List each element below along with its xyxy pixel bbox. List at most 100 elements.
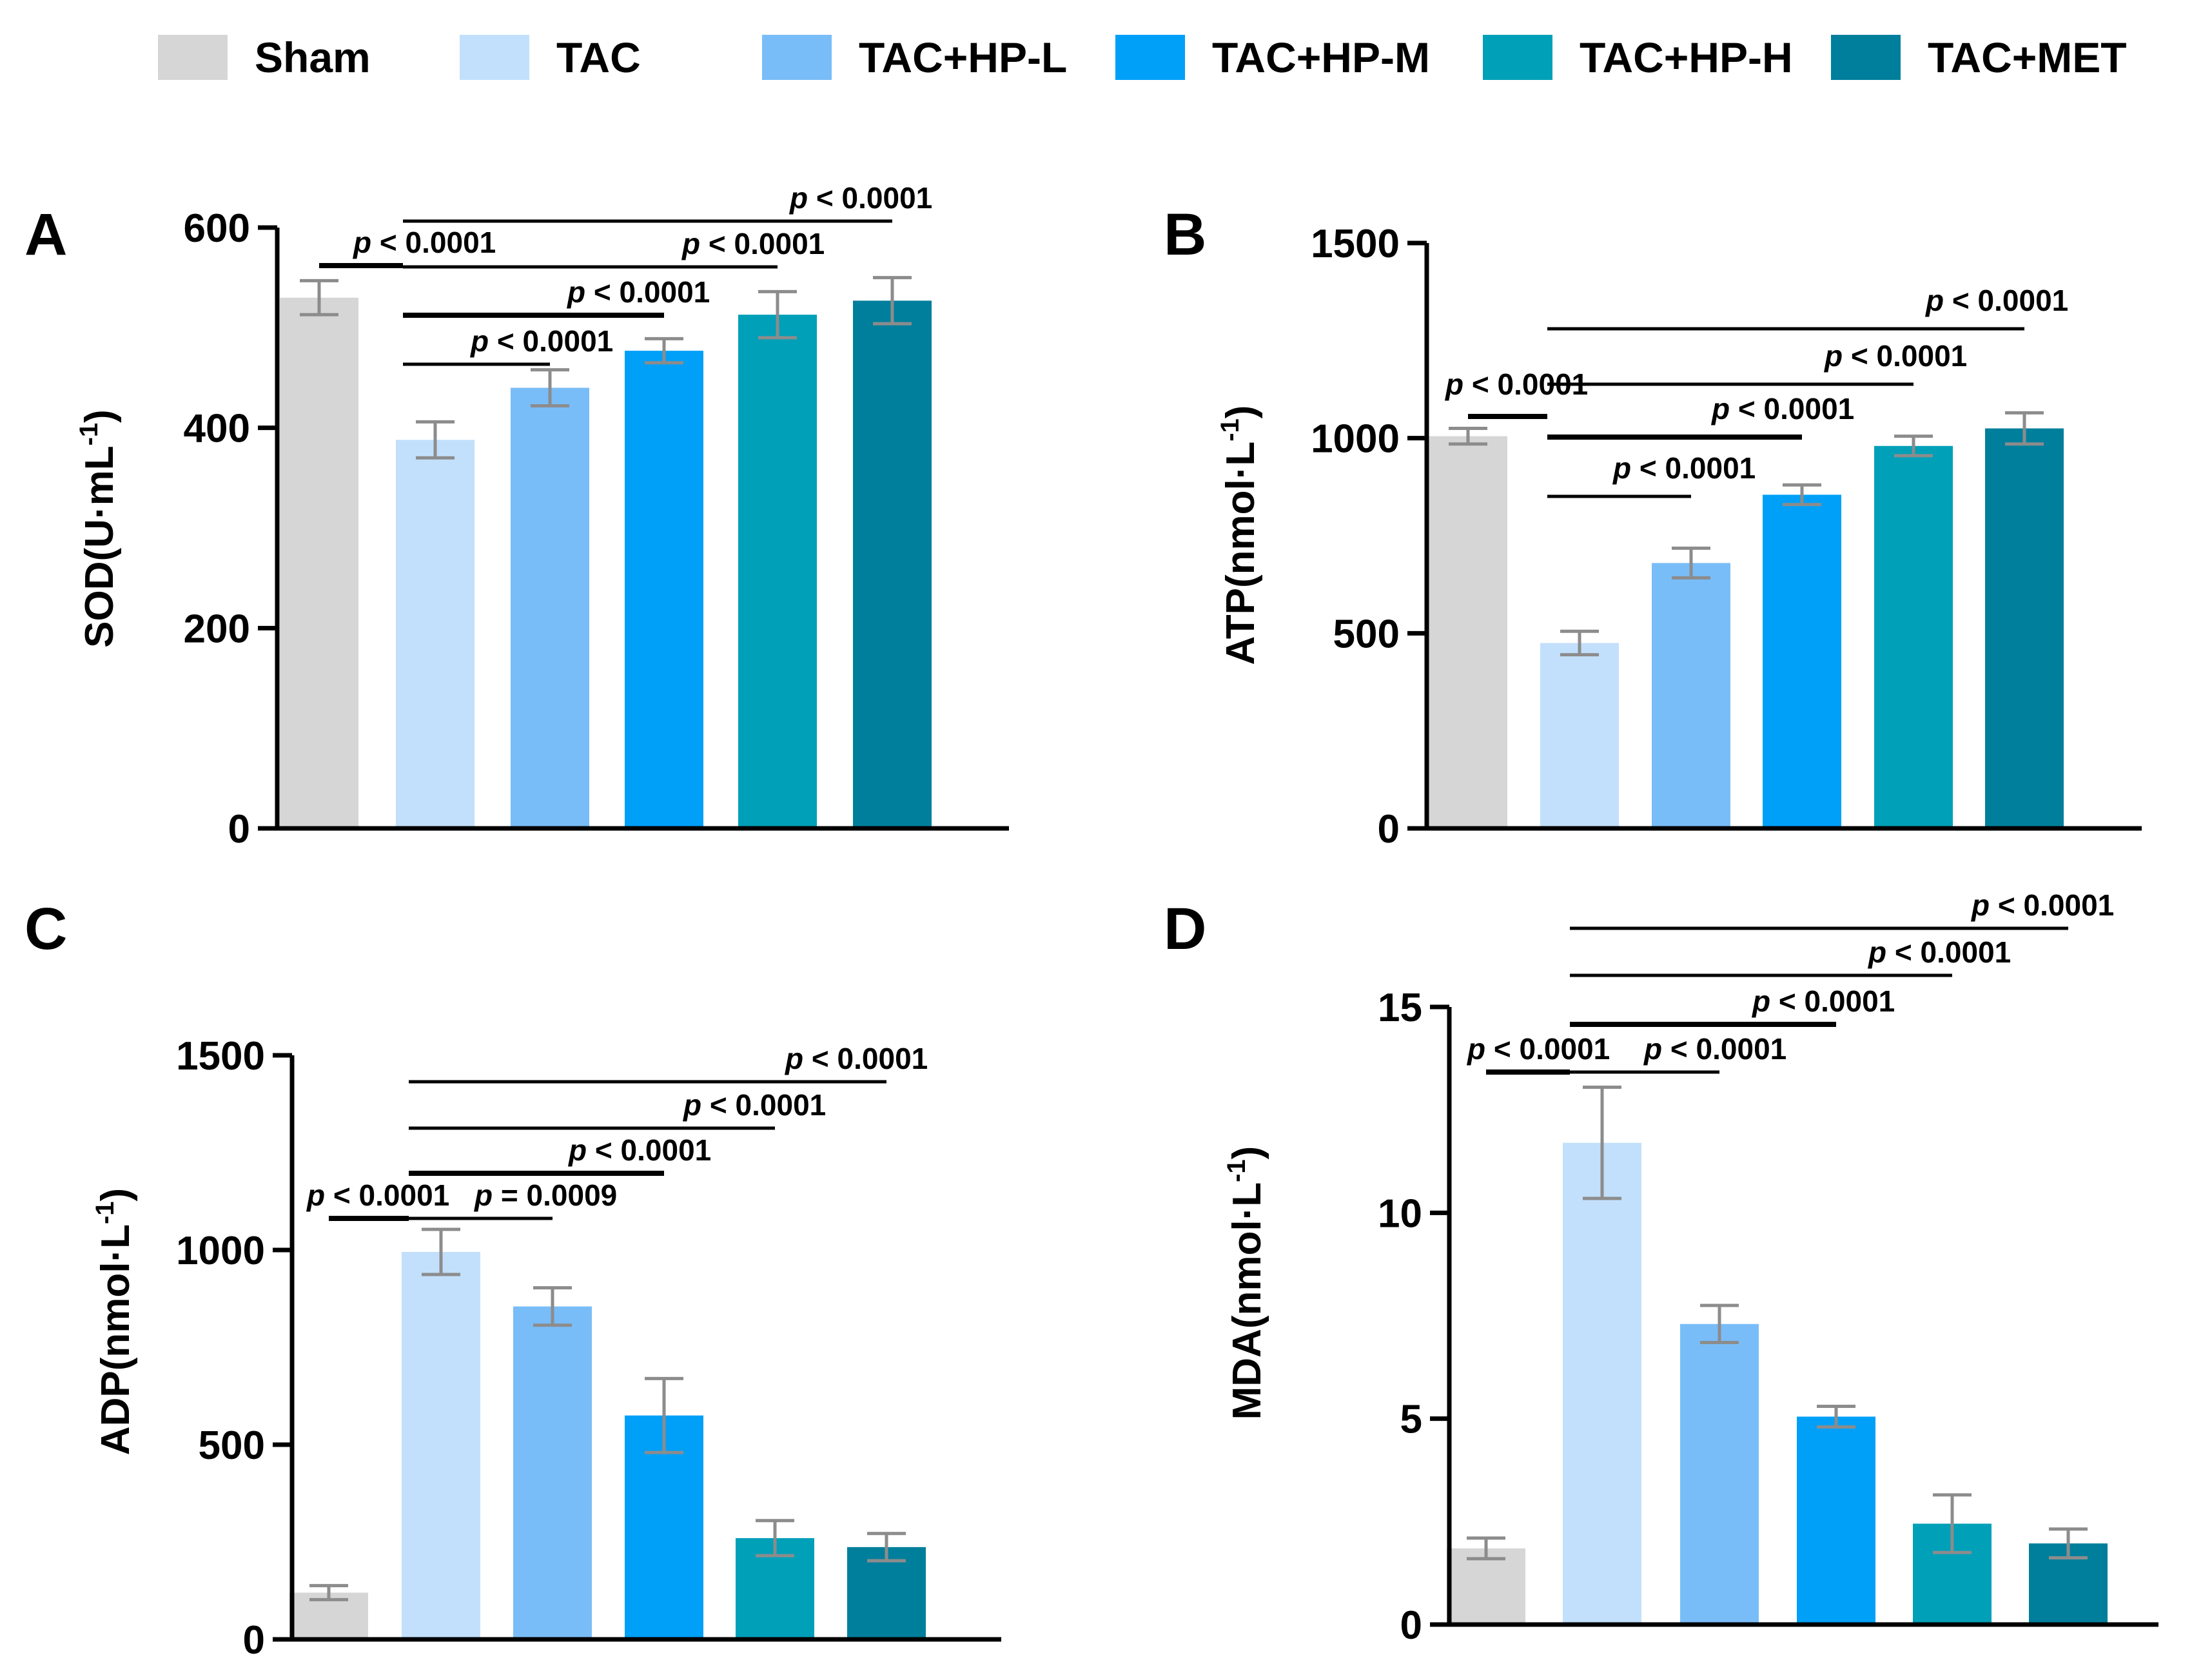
sig-p: p [1823,339,1843,373]
legend-label-0: Sham [255,34,371,81]
sig-value: < 0.0001 [803,1042,928,1075]
bar-1 [1540,643,1619,828]
sig-label-0: p < 0.0001 [1466,1032,1610,1066]
sig-value: < 0.0001 [489,324,613,358]
legend-label-2: TAC+HP-L [859,34,1067,81]
bar-1 [1563,1142,1641,1625]
sig-p: p [1924,284,1944,317]
bar-3 [625,351,703,828]
sig-value: < 0.0001 [371,226,496,259]
sig-p: p [473,1178,493,1212]
bar-3 [1763,494,1841,828]
legend-swatch-1 [460,35,529,80]
y-tick-label-3: 1500 [176,1034,265,1079]
y-tick-label-3: 15 [1378,986,1422,1030]
y-tick-label-0: 0 [1378,807,1400,852]
sig-p: p [681,227,700,260]
sig-label-2: p < 0.0001 [1751,984,1895,1018]
panel-letter: A [24,202,67,268]
sig-value: < 0.0001 [808,181,932,215]
y-axis-label-close: ) [1225,1146,1269,1160]
sig-label-3: p < 0.0001 [1823,339,1967,373]
bar-0 [1429,436,1507,828]
y-axis-label: ADP(nmol·L-1) [91,1188,138,1455]
bar-4 [738,315,817,828]
sig-label-2: p < 0.0001 [1710,392,1854,425]
sig-p: p [682,1088,701,1122]
y-axis-label-main: MDA(nmol·L [1225,1182,1269,1420]
sig-label-0: p < 0.0001 [306,1178,449,1212]
y-axis-label: SOD(U·mL-1) [75,409,122,648]
y-tick-label-0: 0 [243,1618,265,1660]
bar-3 [1797,1416,1875,1625]
y-axis-label: MDA(nmol·L-1) [1222,1146,1269,1420]
sig-p: p [352,226,371,259]
y-axis-label-main: SOD(U·mL [77,445,122,647]
sig-label-4: p < 0.0001 [784,1042,928,1075]
sig-p: p [1643,1032,1662,1066]
bar-2 [1680,1323,1759,1625]
sig-value: < 0.0001 [1990,888,2114,922]
sig-value: < 0.0001 [1944,284,2068,317]
legend-label-3: TAC+HP-M [1212,34,1430,81]
legend: Sham TAC TAC+HP-L TAC+HP-M TAC+HP-H TAC+MET [158,34,2127,81]
sig-value: < 0.0001 [701,1088,826,1122]
sig-p: p [784,1042,803,1075]
panel-letter: D [1164,896,1206,962]
sig-value: < 0.0001 [1662,1032,1786,1066]
y-axis-label: ATP(nmol·L-1) [1216,405,1263,665]
y-tick-label-2: 400 [184,407,250,451]
sig-p: p [1751,984,1770,1018]
sig-value: < 0.0001 [585,275,710,309]
y-tick-label-0: 0 [228,807,250,852]
bar-1 [396,440,475,828]
y-axis-label-sup: -1 [91,1201,119,1224]
bar-2 [1652,563,1730,828]
y-tick-label-3: 600 [184,206,250,251]
sig-label-3: p < 0.0001 [681,227,825,260]
sig-label-1: p = 0.0009 [473,1178,617,1212]
y-tick-label-2: 10 [1378,1191,1422,1236]
sig-p: p [788,181,808,215]
y-tick-label-2: 1000 [176,1229,265,1273]
sig-p: p [566,275,585,309]
y-tick-label-1: 500 [199,1423,265,1468]
legend-swatch-4 [1483,35,1552,80]
y-axis-label-close: ) [93,1188,138,1202]
legend-swatch-0 [158,35,228,80]
sig-value: < 0.0001 [325,1178,449,1212]
sig-p: p [469,324,489,358]
legend-swatch-5 [1831,35,1901,80]
sig-value: = 0.0009 [493,1178,617,1212]
sig-value: < 0.0001 [1730,392,1854,425]
sig-label-3: p < 0.0001 [682,1088,826,1122]
y-axis-label-main: ATP(nmol·L [1219,442,1263,665]
bar-5 [847,1547,926,1639]
y-tick-label-0: 0 [1400,1603,1422,1648]
sig-value: < 0.0001 [1886,935,2011,969]
sig-label-1: p < 0.0001 [1612,451,1756,485]
y-tick-label-2: 1000 [1311,417,1400,462]
sig-label-4: p < 0.0001 [788,181,932,215]
bar-0 [1447,1548,1525,1625]
sig-label-3: p < 0.0001 [1867,935,2011,969]
sig-p: p [1867,935,1886,969]
bar-2 [513,1306,592,1639]
sig-p: p [1466,1032,1485,1066]
legend-label-5: TAC+MET [1928,34,2127,81]
sig-p: p [1710,392,1730,425]
sig-p: p [1970,888,1990,922]
legend-label-4: TAC+HP-H [1580,34,1793,81]
sig-value: < 0.0001 [1485,1032,1610,1066]
panel-letter: B [1164,202,1206,268]
sig-value: < 0.0001 [587,1133,711,1167]
sig-label-1: p < 0.0001 [469,324,613,358]
bar-5 [853,300,932,829]
sig-p: p [306,1178,325,1212]
y-tick-label-3: 1500 [1311,222,1400,266]
legend-swatch-3 [1115,35,1185,80]
bar-2 [511,387,589,828]
sig-p: p [567,1133,587,1167]
